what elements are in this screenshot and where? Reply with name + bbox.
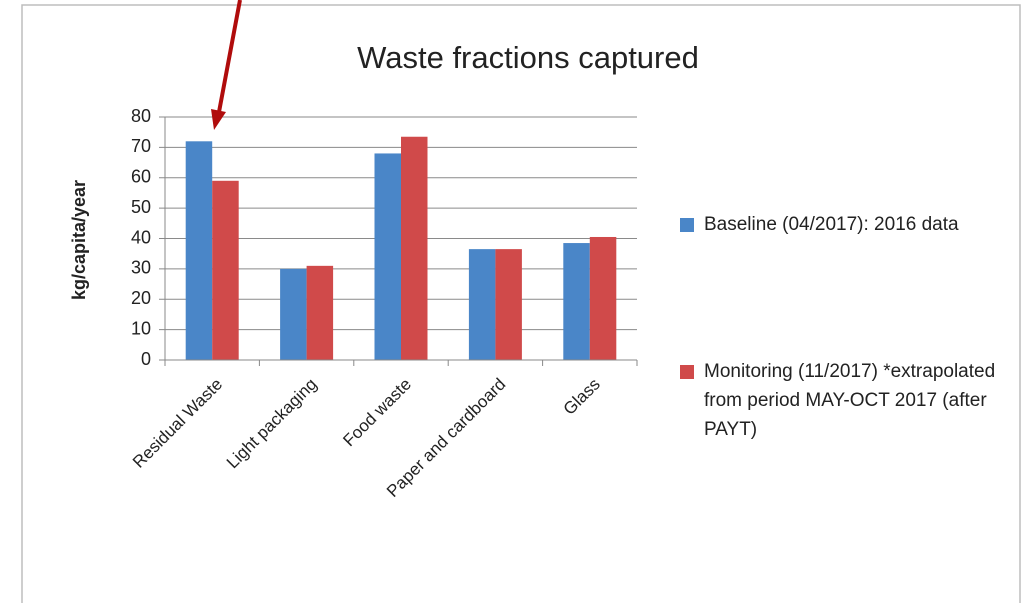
bar [280,268,307,360]
y-tick-label: 0 [141,349,151,369]
legend-swatch [680,218,694,232]
y-tick-label: 20 [131,288,151,308]
legend-swatch [680,365,694,379]
arrow-line [217,0,242,113]
bar [589,236,617,360]
arrow-head [211,109,226,130]
bar [468,249,496,360]
bar [563,243,590,360]
y-tick-label: 60 [131,167,151,187]
legend-label: Baseline (04/2017): 2016 data [704,214,959,235]
chart-title: Waste fractions captured [357,40,699,75]
y-tick-label: 10 [131,318,151,338]
legend-label: Monitoring (11/2017) *extrapolated from … [704,361,996,440]
y-axis-label: kg/capita/year [69,180,89,300]
arrow [211,0,242,130]
bar [401,136,428,360]
y-tick-label: 80 [131,106,151,126]
legend-item: Monitoring (11/2017) *extrapolated from … [680,357,1000,444]
bar [374,153,401,360]
y-tick-label: 70 [131,136,151,156]
y-tick-label: 30 [131,258,151,278]
legend-item: Baseline (04/2017): 2016 data [680,210,1000,239]
y-tick-label: 40 [131,227,151,247]
bar [212,180,239,360]
bar [306,265,334,360]
y-tick-label: 50 [131,197,151,217]
bar [495,249,522,360]
bar [185,141,213,360]
